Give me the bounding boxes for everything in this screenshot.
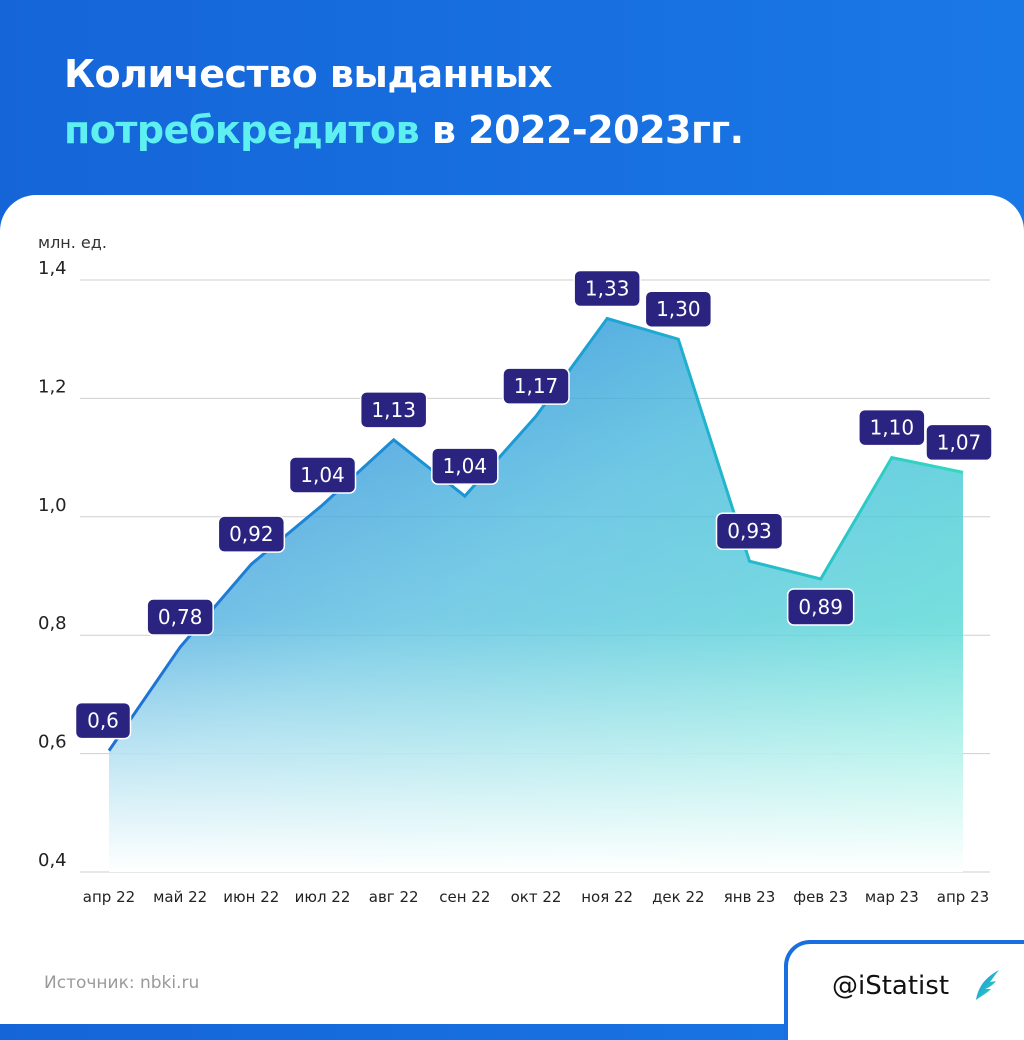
data-label-text: 0,6 [87,709,119,733]
data-label-text: 0,93 [727,519,772,543]
area-fade [109,318,963,872]
data-label: 0,92 [217,515,286,553]
x-axis-ticks: апр 22 май 22 июн 22 июл 22 авг 22 сен 22 окт … [83,888,989,906]
data-label-box [146,598,214,636]
data-label-text: 1,13 [371,398,416,422]
data-label: 1,30 [644,290,713,328]
x-tick-label: авг 22 [369,888,419,906]
data-label-box [573,269,641,308]
x-tick-label: июл 22 [295,888,351,906]
data-label-text: 1,04 [300,463,345,487]
data-label-box [502,367,570,405]
y-tick-label: 1,4 [38,258,67,279]
feather-logo-icon [976,970,999,1000]
x-tick-label: май 22 [153,888,207,906]
data-label: 1,04 [431,447,499,485]
x-tick-label: мар 23 [865,888,919,906]
data-label-box [786,588,855,626]
data-label-box [288,456,357,494]
area-fill [109,318,963,872]
y-tick-label: 0,6 [38,732,67,753]
data-label-text: 1,04 [443,454,488,478]
data-label: 1,13 [359,391,428,429]
data-label: 0,78 [146,598,214,636]
page-title: Количество выданных потребкредитов в 2022… [64,46,744,158]
brand-handle: @iStatist [832,971,950,1001]
source-note: Источник: nbki.ru [44,973,200,993]
title-line-2: в 2022-2023гг. [419,108,744,152]
unit-label: млн. ед. [38,233,107,252]
data-label-box [431,447,499,485]
y-tick-label: 1,2 [38,376,67,397]
x-tick-label: фев 23 [793,888,848,906]
data-label-text: 1,33 [585,276,630,300]
data-label-box [858,408,926,447]
data-label-box [359,391,428,429]
y-axis-ticks: 0,4 0,6 0,8 1,0 1,2 1,4 [38,258,67,871]
x-tick-label: сен 22 [439,888,490,906]
data-label-text: 0,78 [158,605,203,629]
data-label: 1,17 [502,367,570,405]
data-label-box [644,290,713,328]
series-line-path [107,316,964,752]
title-line-1: Количество выданных [64,52,553,96]
data-label-text: 1,30 [656,297,701,321]
data-labels: 0,6 0,78 0,92 1,04 1,13 1,04 1,17 1,33 1,30 0,93 0… [74,269,993,740]
x-tick-label: июн 22 [223,888,279,906]
y-tick-label: 0,4 [38,850,67,871]
data-label: 1,07 [925,423,993,462]
brand-badge: @iStatist [784,940,1024,1040]
data-label-box [217,515,286,553]
data-label-box [715,512,784,550]
data-label-text: 1,07 [937,430,982,454]
y-tick-label: 0,8 [38,613,67,634]
header: Количество выданных потребкредитов в 2022… [0,0,1024,210]
x-tick-label: апр 22 [83,888,135,906]
title-accent: потребкредитов [64,108,420,152]
x-tick-label: янв 23 [724,888,776,906]
data-label: 0,93 [715,512,784,550]
data-label: 1,10 [858,408,926,447]
x-tick-label: дек 22 [652,888,705,906]
data-label-box [925,423,993,462]
data-label: 1,33 [573,269,641,308]
data-label: 0,89 [786,588,855,626]
data-label: 1,04 [288,456,357,494]
x-tick-label: окт 22 [511,888,562,906]
data-label: 0,6 [74,701,132,740]
x-tick-label: апр 23 [937,888,989,906]
y-tick-label: 1,0 [38,495,67,516]
data-label-text: 0,89 [798,595,843,619]
data-label-box [74,701,132,740]
x-tick-label: ноя 22 [581,888,633,906]
data-label-text: 0,92 [229,522,274,546]
data-label-text: 1,10 [870,416,915,440]
series-line [107,316,964,752]
data-label-text: 1,17 [514,374,559,398]
